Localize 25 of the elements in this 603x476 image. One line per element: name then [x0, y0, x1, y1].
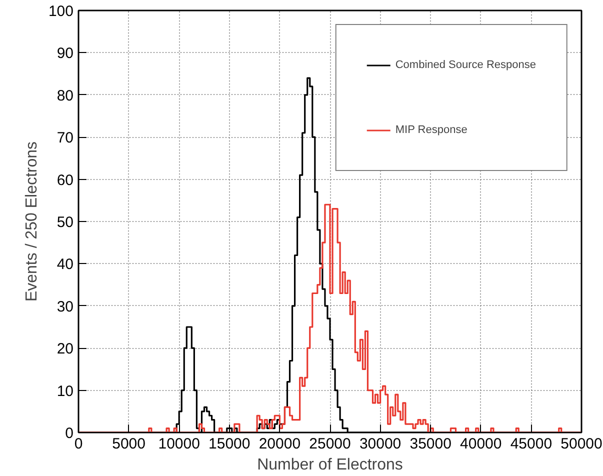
x-tick-label: 15000	[208, 436, 250, 452]
x-tick-label: 40000	[460, 436, 502, 452]
x-tick-label: 25000	[309, 436, 351, 452]
x-tick-label: 45000	[510, 436, 552, 452]
y-tick-label: 10	[56, 382, 74, 400]
y-axis-title: Events / 250 Electrons	[23, 141, 40, 302]
x-tick-label: 50000	[560, 436, 602, 452]
x-tick-label: 10000	[158, 436, 200, 452]
legend-label: Combined Source Response	[395, 59, 536, 71]
x-tick-label: 30000	[359, 436, 402, 452]
x-tick-label: 5000	[112, 436, 146, 452]
y-tick-label: 30	[56, 298, 74, 316]
y-tick-label: 90	[56, 45, 74, 62]
x-tick-label: 35000	[410, 436, 452, 452]
y-tick-label: 20	[56, 340, 74, 358]
y-tick-label: 60	[56, 172, 74, 189]
y-tick-label: 40	[56, 256, 74, 274]
y-tick-label: 70	[56, 130, 74, 147]
y-tick-label: 0	[65, 425, 74, 442]
x-tick-label: 20000	[258, 436, 301, 452]
y-tick-label: 100	[48, 3, 74, 20]
y-tick-label: 80	[56, 87, 74, 104]
legend-label: MIP Response	[395, 124, 468, 136]
x-axis-title: Number of Electrons	[257, 456, 403, 474]
y-tick-label: 50	[56, 214, 74, 231]
